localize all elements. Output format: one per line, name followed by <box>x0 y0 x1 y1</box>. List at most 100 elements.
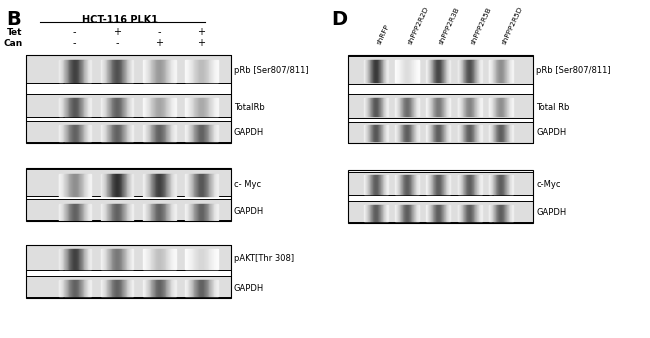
Bar <box>204 60 205 82</box>
Bar <box>192 98 193 116</box>
Text: GAPDH: GAPDH <box>234 208 265 216</box>
Bar <box>163 249 164 269</box>
Bar <box>193 174 194 195</box>
Bar <box>104 174 105 195</box>
Bar <box>169 204 170 220</box>
Bar <box>172 204 173 220</box>
Bar <box>87 249 88 269</box>
Bar <box>152 249 153 269</box>
Text: Tet: Tet <box>7 28 23 37</box>
Bar <box>79 174 80 195</box>
Bar <box>59 249 60 269</box>
Bar <box>114 174 115 195</box>
Bar <box>68 204 70 220</box>
Bar <box>162 280 163 296</box>
Bar <box>129 125 130 141</box>
Bar <box>59 280 60 296</box>
Bar <box>348 94 533 118</box>
Text: TotalRb: TotalRb <box>234 103 265 112</box>
Bar <box>212 204 213 220</box>
Bar <box>110 249 111 269</box>
Bar <box>166 174 167 195</box>
Bar <box>213 249 214 269</box>
Bar <box>198 204 199 220</box>
Bar <box>201 125 202 141</box>
Bar <box>128 174 129 195</box>
Bar <box>161 174 162 195</box>
Bar <box>111 249 112 269</box>
Bar <box>113 174 114 195</box>
Bar <box>125 204 127 220</box>
Text: D: D <box>332 10 348 29</box>
Bar <box>202 174 203 195</box>
Bar <box>111 60 112 82</box>
Bar <box>144 204 145 220</box>
Bar <box>89 174 90 195</box>
Bar <box>157 280 158 296</box>
Bar <box>89 249 90 269</box>
Bar <box>82 125 83 141</box>
Bar <box>202 98 203 116</box>
Bar <box>82 280 83 296</box>
Bar <box>202 204 203 220</box>
Bar <box>89 204 90 220</box>
Bar <box>191 249 192 269</box>
Bar <box>203 174 204 195</box>
Bar <box>157 249 158 269</box>
Bar <box>124 125 125 141</box>
Bar <box>125 280 127 296</box>
Bar <box>160 60 161 82</box>
Bar <box>118 98 119 116</box>
Bar <box>106 60 107 82</box>
Bar <box>112 204 113 220</box>
Bar <box>127 280 128 296</box>
Bar <box>198 60 199 82</box>
Bar <box>103 98 104 116</box>
Bar <box>211 280 212 296</box>
Bar <box>61 125 62 141</box>
Bar <box>189 125 190 141</box>
Bar <box>145 174 146 195</box>
Bar <box>167 280 168 296</box>
Bar <box>194 174 195 195</box>
Bar <box>207 98 208 116</box>
Bar <box>71 174 72 195</box>
Bar <box>151 60 152 82</box>
Bar <box>71 280 72 296</box>
Bar <box>64 204 65 220</box>
Bar <box>85 280 86 296</box>
Bar <box>170 98 172 116</box>
Bar <box>26 245 231 298</box>
Bar <box>154 60 155 82</box>
Bar <box>84 280 85 296</box>
Bar <box>348 201 533 222</box>
Text: pAKT[Thr 308]: pAKT[Thr 308] <box>234 255 294 263</box>
Bar <box>191 98 192 116</box>
Bar <box>154 249 155 269</box>
Bar <box>199 98 200 116</box>
Bar <box>73 249 74 269</box>
Bar <box>149 249 150 269</box>
Bar <box>162 174 163 195</box>
Bar <box>217 60 218 82</box>
Bar <box>207 204 208 220</box>
Bar <box>151 249 152 269</box>
Bar <box>206 174 207 195</box>
Bar <box>190 249 191 269</box>
Bar <box>199 280 200 296</box>
Bar <box>168 204 169 220</box>
Bar <box>175 174 176 195</box>
Bar <box>26 55 231 83</box>
Bar <box>205 125 206 141</box>
Bar <box>174 174 175 195</box>
Bar <box>215 125 216 141</box>
Bar <box>217 125 218 141</box>
Bar <box>104 204 105 220</box>
Bar <box>201 204 202 220</box>
Text: -: - <box>157 27 161 37</box>
Bar <box>188 98 189 116</box>
Bar <box>120 60 121 82</box>
Bar <box>348 172 533 195</box>
Bar <box>173 125 174 141</box>
Bar <box>26 169 231 196</box>
